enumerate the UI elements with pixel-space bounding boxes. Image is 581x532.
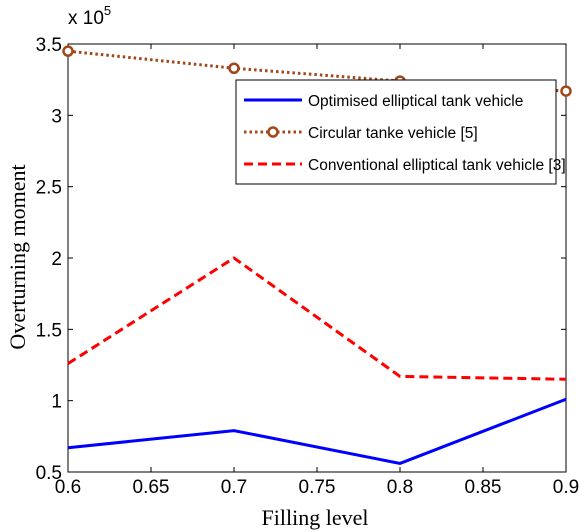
y-axis-scale-factor: x 105 <box>68 3 111 29</box>
x-tick-label: 0.65 <box>133 477 170 498</box>
y-tick-label: 3.5 <box>36 35 62 56</box>
series-line-2 <box>67 49 567 93</box>
x-tick-label: 0.6 <box>55 477 81 498</box>
y-axis-ticks: 0.5 1 1.5 2 2.5 3 3.5 <box>36 35 566 484</box>
x-axis-label: Filling level <box>262 505 369 530</box>
series-point-2 <box>228 62 240 75</box>
y-tick-label: 2.5 <box>36 178 62 199</box>
legend-label-3: Conventional elliptical tank vehicle [3] <box>308 157 566 174</box>
y-tick-label: 0.5 <box>36 463 62 484</box>
x-tick-label: 0.7 <box>221 477 247 498</box>
legend: Optimised elliptical tank vehicle Circula… <box>235 79 566 185</box>
x-tick-label: 0.85 <box>465 477 502 498</box>
series-point-2 <box>62 45 74 57</box>
y-tick-label: 1 <box>51 392 62 413</box>
legend-label-1: Optimised elliptical tank vehicle <box>308 93 523 110</box>
y-tick-label: 2 <box>51 249 62 270</box>
series-point-2 <box>560 85 572 97</box>
x-tick-label: 0.75 <box>299 477 336 498</box>
y-tick-label: 1.5 <box>36 320 62 341</box>
legend-label-2: Circular tanke vehicle [5] <box>308 125 478 142</box>
y-tick-label: 3 <box>51 106 62 127</box>
y-axis-label: Overturning moment <box>5 164 30 349</box>
series-line-3 <box>67 256 567 381</box>
x-axis-ticks: 0.6 0.65 0.7 0.75 0.8 0.85 0.9 <box>55 44 579 498</box>
x-tick-label: 0.8 <box>387 477 413 498</box>
x-tick-label: 0.9 <box>553 477 579 498</box>
legend-marker-2 <box>267 126 279 138</box>
series-line-1 <box>67 397 567 465</box>
